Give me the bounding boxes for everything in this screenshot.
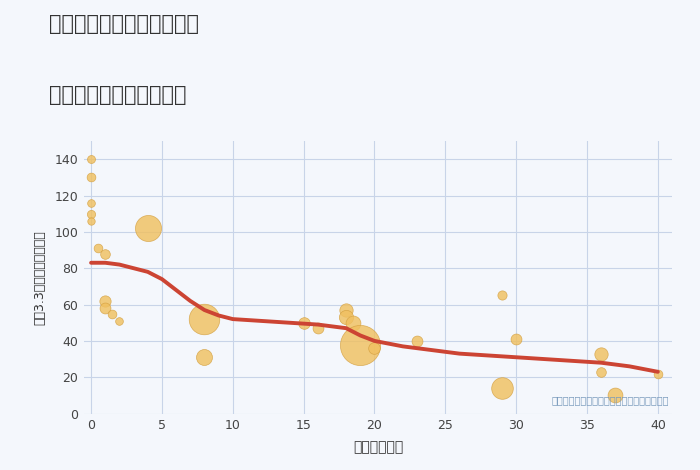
Point <box>496 292 507 299</box>
Point <box>99 305 111 312</box>
Point <box>312 324 323 332</box>
Point <box>652 370 664 377</box>
Point <box>199 353 210 361</box>
Point <box>142 225 153 232</box>
Text: 築年数別中古戸建て価格: 築年数別中古戸建て価格 <box>49 85 186 105</box>
Point <box>496 384 507 392</box>
Point <box>340 306 351 314</box>
Text: 兵庫県姫路市北条梅原町の: 兵庫県姫路市北条梅原町の <box>49 14 199 34</box>
Point <box>596 368 607 376</box>
Y-axis label: 坪（3.3㎡）単価（万円）: 坪（3.3㎡）単価（万円） <box>33 230 46 325</box>
Point <box>412 337 423 345</box>
Point <box>348 319 359 327</box>
Point <box>85 217 97 225</box>
Point <box>99 297 111 305</box>
Point <box>85 156 97 163</box>
Point <box>610 392 621 399</box>
Point <box>369 345 380 352</box>
Point <box>114 317 125 325</box>
Point <box>340 313 351 321</box>
Point <box>85 210 97 218</box>
Point <box>92 244 104 252</box>
Point <box>199 315 210 323</box>
Text: 円の大きさは、取引のあった物件面積を示す: 円の大きさは、取引のあった物件面積を示す <box>552 395 669 406</box>
Point <box>355 341 366 348</box>
Point <box>510 335 522 343</box>
Point <box>596 350 607 357</box>
Point <box>298 319 309 327</box>
Point <box>85 173 97 181</box>
Point <box>85 199 97 206</box>
Point <box>99 250 111 258</box>
X-axis label: 築年数（年）: 築年数（年） <box>353 440 403 454</box>
Point <box>106 310 118 317</box>
